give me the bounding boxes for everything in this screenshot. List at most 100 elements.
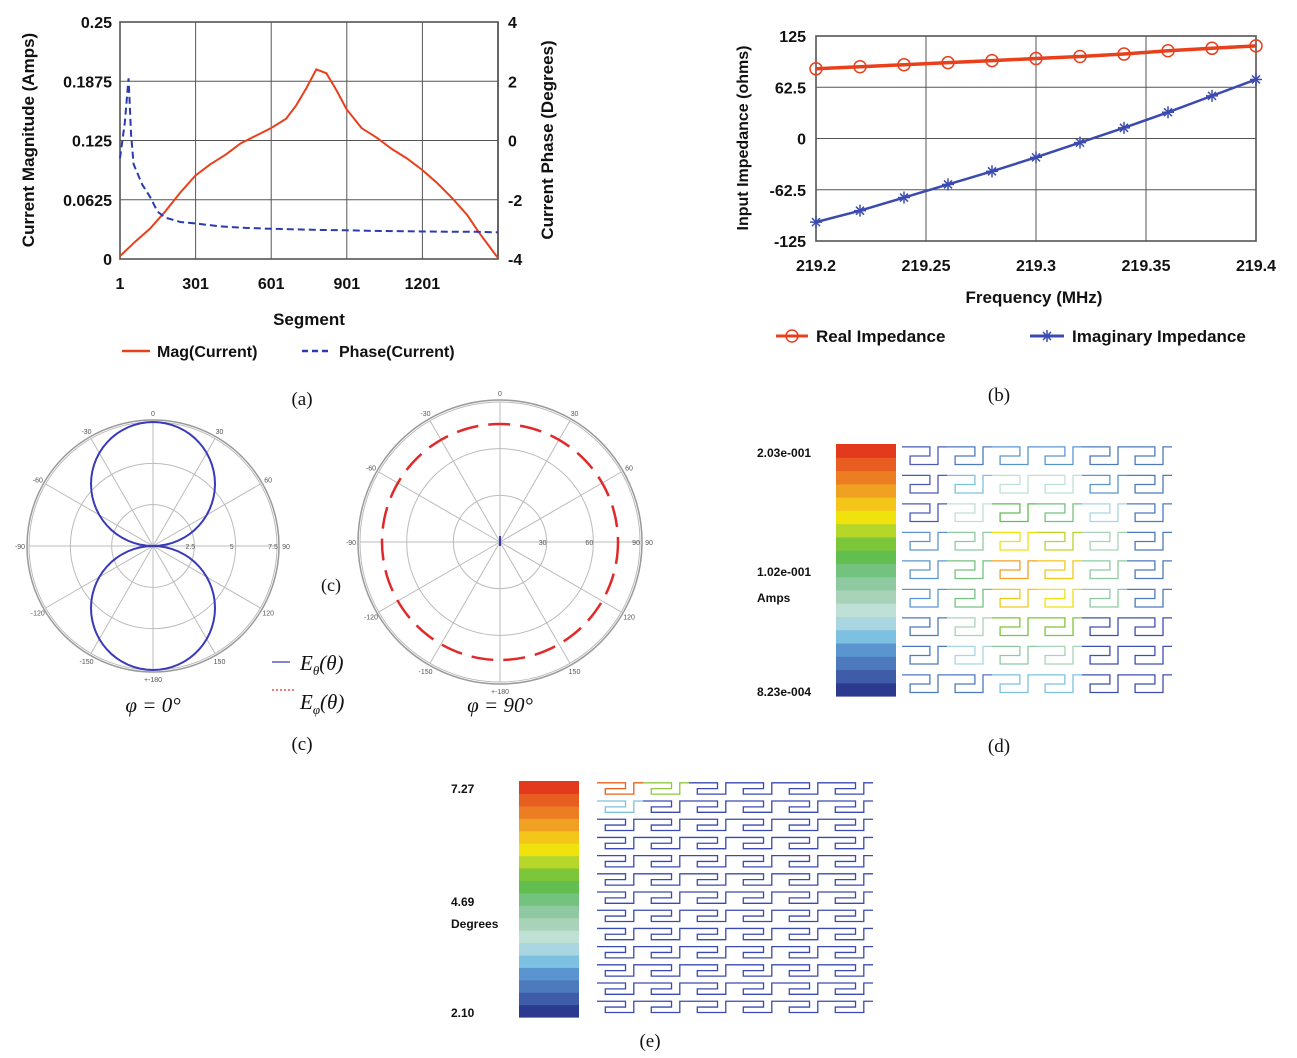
antenna-trace bbox=[1127, 474, 1172, 494]
antenna-trace bbox=[781, 818, 827, 832]
imaginary-impedance-point bbox=[854, 204, 866, 217]
polar-angle-label: 90 bbox=[645, 540, 653, 547]
real-impedance-point bbox=[1117, 47, 1131, 61]
antenna-trace bbox=[1037, 588, 1082, 608]
antenna-trace bbox=[902, 560, 947, 580]
chart-a-xlabel: Segment bbox=[273, 310, 345, 329]
polar-angle-label: -30 bbox=[81, 429, 91, 436]
y-tick-label: -125 bbox=[774, 234, 806, 251]
x-tick-label: 1201 bbox=[405, 276, 441, 293]
antenna-trace bbox=[1037, 503, 1082, 523]
antenna-trace bbox=[827, 854, 873, 868]
y-tick-label: 0 bbox=[797, 132, 806, 149]
colorbar-band bbox=[836, 563, 896, 578]
polar-spoke bbox=[90, 438, 154, 547]
antenna-trace bbox=[947, 617, 992, 637]
antenna-trace bbox=[781, 945, 827, 959]
polar-angle-label: -90 bbox=[346, 540, 356, 547]
antenna-trace bbox=[643, 891, 689, 904]
antenna-trace bbox=[827, 909, 873, 923]
polar-angle-label: 120 bbox=[262, 611, 274, 618]
colorbar-band bbox=[519, 930, 579, 944]
antenna-trace bbox=[1082, 617, 1127, 637]
caption-c: (c) bbox=[291, 734, 312, 755]
antenna-trace bbox=[902, 588, 947, 608]
y-tick-label: 0.1875 bbox=[63, 74, 112, 91]
antenna-trace bbox=[689, 909, 735, 923]
antenna-trace bbox=[689, 964, 735, 977]
antenna-trace bbox=[1037, 617, 1082, 637]
colorbar-d bbox=[836, 444, 896, 697]
polar-spoke bbox=[429, 420, 501, 543]
antenna-trace bbox=[643, 873, 689, 886]
colorbar-band bbox=[836, 656, 896, 671]
antenna-trace bbox=[735, 1000, 781, 1014]
polar-angle-label: -120 bbox=[31, 611, 45, 618]
chart-b-grid bbox=[815, 35, 1257, 242]
polar-legend: Eθ(θ) Eφ(θ) bbox=[272, 651, 344, 717]
antenna-trace bbox=[735, 909, 781, 923]
colorbar-band bbox=[836, 457, 896, 472]
antenna-trace bbox=[735, 891, 781, 904]
antenna-trace bbox=[689, 927, 735, 941]
colorbar-d-max: 2.03e-001 bbox=[757, 446, 811, 460]
antenna-trace bbox=[597, 800, 643, 813]
antenna-trace bbox=[735, 873, 781, 886]
polar-spoke bbox=[499, 541, 571, 664]
chart-a: 0 0.0625 0.125 0.1875 0.25 1 301 601 901 1201 -4 -2… bbox=[19, 15, 557, 361]
antenna-trace bbox=[689, 873, 735, 886]
y-tick-label: 62.5 bbox=[775, 80, 806, 97]
antenna-trace bbox=[597, 1000, 643, 1014]
colorbar-band bbox=[519, 843, 579, 857]
legend-ephi-label: Eφ(θ) bbox=[299, 690, 344, 717]
antenna-current-map bbox=[902, 446, 1172, 694]
y2-tick-label: 4 bbox=[508, 15, 517, 32]
antenna-trace bbox=[597, 836, 643, 850]
colorbar-band bbox=[519, 781, 579, 795]
polar-angle-label: -30 bbox=[420, 411, 430, 418]
antenna-trace bbox=[643, 818, 689, 832]
colorbar-band bbox=[836, 603, 896, 618]
series-phase-current-line bbox=[119, 78, 499, 234]
y-tick-label: 125 bbox=[779, 29, 806, 46]
colorbar-band bbox=[519, 867, 579, 881]
colorbar-band bbox=[519, 880, 579, 894]
antenna-trace bbox=[827, 964, 873, 977]
antenna-trace bbox=[735, 854, 781, 868]
legend-imag-marker bbox=[1041, 330, 1053, 342]
colorbar-band bbox=[836, 497, 896, 511]
colorbar-band bbox=[836, 444, 896, 458]
real-impedance-point bbox=[853, 60, 867, 74]
polar-radial-label: 5 bbox=[230, 544, 234, 551]
polar-radial-label: 30 bbox=[539, 540, 547, 547]
antenna-trace bbox=[1082, 531, 1127, 551]
antenna-trace bbox=[781, 1000, 827, 1014]
colorbar-band bbox=[836, 682, 896, 697]
chart-a-grid bbox=[119, 21, 498, 260]
x-tick-label: 1 bbox=[116, 276, 125, 293]
polar-spoke bbox=[429, 541, 501, 664]
polar-spoke bbox=[378, 541, 501, 613]
polar-angle-label: 0 bbox=[151, 411, 155, 418]
antenna-trace bbox=[643, 945, 689, 959]
antenna-trace bbox=[992, 645, 1037, 665]
antenna-trace bbox=[827, 873, 873, 886]
antenna-trace bbox=[1127, 560, 1172, 580]
antenna-trace bbox=[947, 446, 992, 466]
caption-e: (e) bbox=[639, 1031, 660, 1052]
polar-plot-left: 0 30 60 90 120 150 +-180 -150 -120 -90 -60 -30 2.5 5 7… bbox=[15, 411, 290, 684]
y2-tick-label: 0 bbox=[508, 134, 517, 151]
antenna-trace bbox=[597, 891, 643, 904]
antenna-trace bbox=[597, 909, 643, 923]
y-tick-label: -62.5 bbox=[770, 183, 807, 200]
polar-angle-label: -150 bbox=[79, 659, 93, 666]
polar-angle-label: 90 bbox=[282, 544, 290, 551]
chart-a-ylabel: Current Magnitude (Amps) bbox=[19, 33, 38, 247]
antenna-trace bbox=[781, 854, 827, 868]
colorbar-band bbox=[836, 483, 896, 498]
colorbar-e bbox=[519, 781, 579, 1018]
antenna-trace bbox=[902, 645, 947, 665]
polar-angle-label: 150 bbox=[214, 659, 226, 666]
imaginary-impedance-point bbox=[1030, 151, 1042, 164]
polar-angle-label: -60 bbox=[366, 466, 376, 473]
